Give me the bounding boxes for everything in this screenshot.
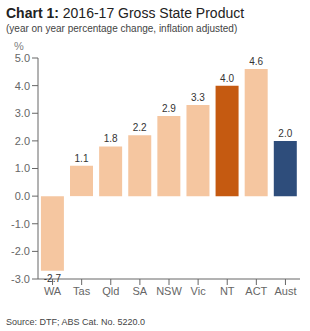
svg-text:0.0: 0.0 <box>15 190 30 202</box>
svg-text:2.9: 2.9 <box>162 103 176 114</box>
svg-text:-3.0: -3.0 <box>11 273 30 285</box>
html-text:(year on year percentage chang: (year on year percentage change, inflati… <box>6 23 238 34</box>
svg-text:Aust: Aust <box>274 285 296 297</box>
svg-text:4.0: 4.0 <box>220 73 234 84</box>
svg-text:WA: WA <box>44 285 62 297</box>
svg-text:5.0: 5.0 <box>15 52 30 64</box>
svg-text:1.1: 1.1 <box>75 153 89 164</box>
svg-text:Tas: Tas <box>73 285 91 297</box>
svg-text:%: % <box>14 40 24 52</box>
svg-text:Vic: Vic <box>191 285 207 297</box>
svg-text:2.0: 2.0 <box>278 128 292 139</box>
svg-text:3.3: 3.3 <box>191 92 205 103</box>
svg-text:-1.0: -1.0 <box>11 218 30 230</box>
html-text:Source: DTF; ABS Cat. No. 5220: Source: DTF; ABS Cat. No. 5220.0 <box>6 317 146 327</box>
svg-text:-2.7: -2.7 <box>44 273 62 284</box>
svg-text:SA: SA <box>133 285 148 297</box>
svg-text:1.0: 1.0 <box>15 162 30 174</box>
svg-text:2.0: 2.0 <box>15 135 30 147</box>
svg-text:NT: NT <box>220 285 235 297</box>
svg-text:ACT: ACT <box>245 285 267 297</box>
svg-text:4.0: 4.0 <box>15 80 30 92</box>
svg-text:Qld: Qld <box>102 285 119 297</box>
svg-text:4.6: 4.6 <box>249 56 263 67</box>
svg-text:1.8: 1.8 <box>104 133 118 144</box>
html-text:Chart 1: 2016-17 Gross State P: Chart 1: 2016-17 Gross State Product <box>6 5 245 21</box>
svg-text:-2.0: -2.0 <box>11 245 30 257</box>
svg-text:NSW: NSW <box>156 285 182 297</box>
svg-text:2.2: 2.2 <box>133 122 147 133</box>
svg-text:3.0: 3.0 <box>15 107 30 119</box>
